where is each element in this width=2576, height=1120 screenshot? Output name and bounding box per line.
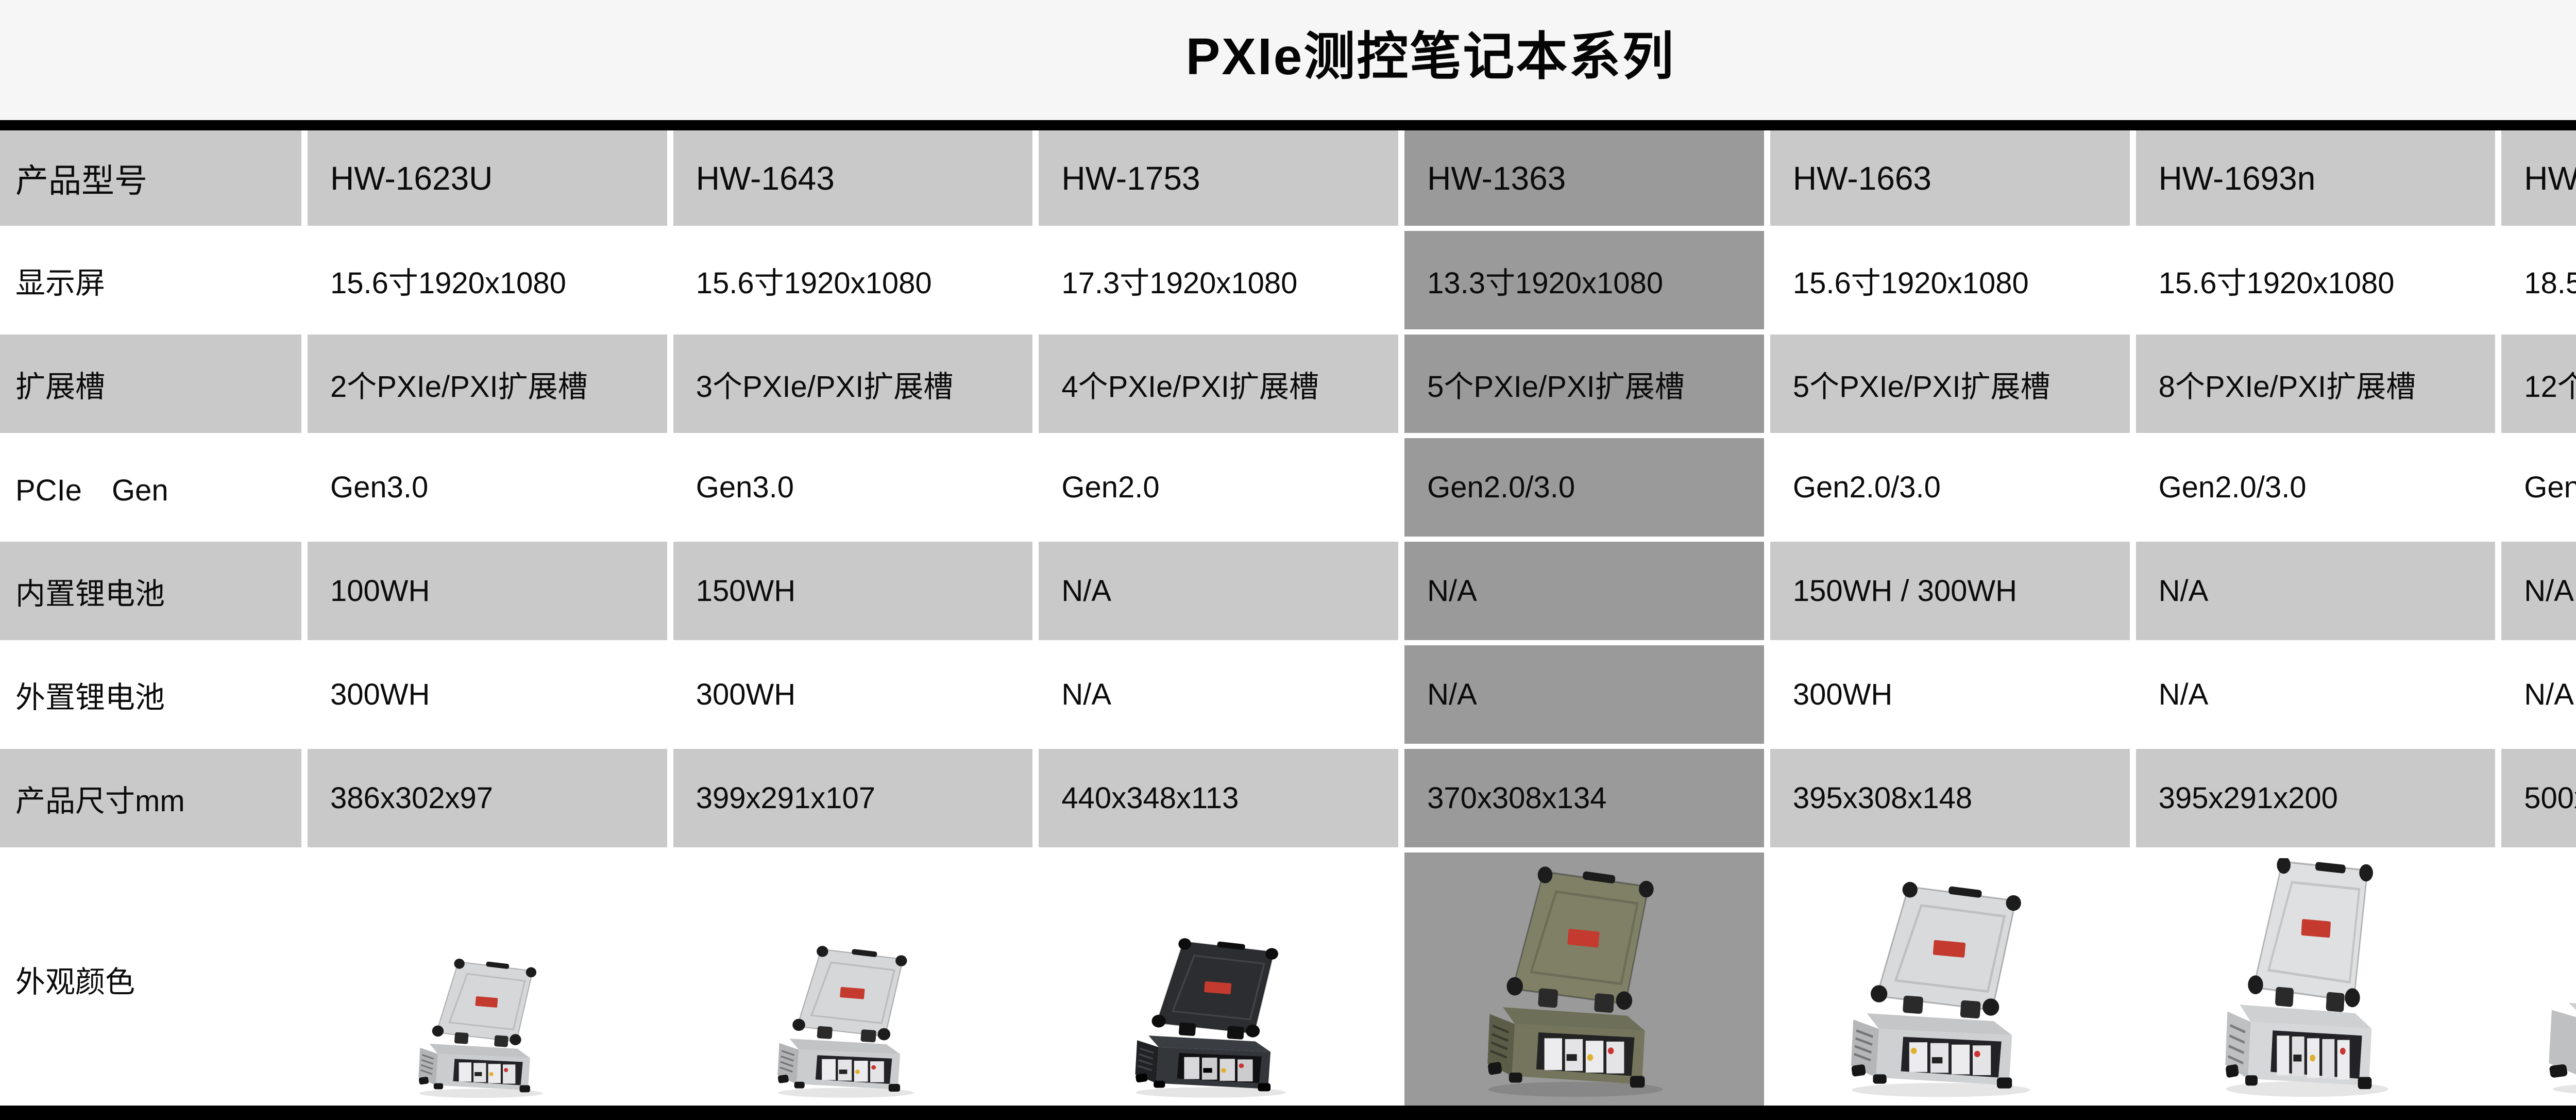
cell-slots: 2个PXIe/PXI扩展槽	[308, 335, 667, 433]
cell-internal-battery: 150WH / 300WH	[1770, 542, 2130, 640]
brand-logo-badge	[1204, 981, 1232, 994]
cell-model-hw-1693n: HW-1693n	[2136, 130, 2496, 226]
product-image-hw-1753	[1135, 938, 1286, 1098]
cell-pcie: Gen3.0	[673, 438, 1033, 537]
page-title: PXIe测控笔记本系列	[1185, 28, 1675, 86]
cell-model-hw-1363-highlighted: HW-1363	[1404, 130, 1764, 226]
cell-pcie: Gen2.0	[1039, 438, 1399, 537]
cell-external-battery: 300WH	[308, 645, 667, 744]
cell-internal-battery: N/A	[1039, 542, 1399, 640]
product-image-hw-1363	[1487, 866, 1663, 1097]
cell-display: 15.6寸1920x1080	[673, 231, 1033, 329]
spec-table-grid: 产品型号 HW-1623U HW-1643 HW-1753 HW-1363 HW…	[0, 130, 2576, 1106]
cell-internal-battery: N/A	[2501, 542, 2576, 640]
cell-slots: 3个PXIe/PXI扩展槽	[673, 335, 1033, 433]
cell-appearance-hw-1663	[1770, 852, 2130, 1106]
cell-model-hw-1753: HW-1753	[1039, 130, 1399, 226]
top-divider-bar	[0, 120, 2576, 130]
cell-pcie: Gen2.0/3.0	[2136, 438, 2496, 537]
row-header-slots: 扩展槽	[0, 335, 301, 433]
cell-external-battery: N/A	[2136, 645, 2496, 744]
cell-display-highlighted: 13.3寸1920x1080	[1404, 231, 1764, 329]
cell-display: 15.6寸1920x1080	[308, 231, 667, 329]
brand-logo-badge	[840, 987, 865, 999]
product-image-hw-19133	[2548, 1002, 2576, 1094]
spec-table: 产品型号 HW-1623U HW-1643 HW-1753 HW-1363 HW…	[0, 130, 2576, 1106]
cell-display: 18.5寸1920x1080	[2501, 231, 2576, 329]
cell-dimensions: 386x302x97	[308, 749, 667, 847]
brand-logo-badge	[1567, 929, 1600, 948]
cell-internal-battery: 150WH	[673, 542, 1033, 640]
cell-pcie: Gen3.0	[308, 438, 667, 537]
cell-appearance-hw-1643	[673, 852, 1033, 1106]
cell-external-battery: N/A	[1039, 645, 1399, 744]
cell-appearance-hw-1753	[1039, 852, 1399, 1106]
cell-display: 17.3寸1920x1080	[1039, 231, 1399, 329]
row-header-internal-battery: 内置锂电池	[0, 542, 301, 640]
cell-dimensions: 500x348x178	[2501, 749, 2576, 847]
cell-slots: 8个PXIe/PXI扩展槽	[2136, 335, 2496, 433]
cell-slots: 5个PXIe/PXI扩展槽	[1770, 335, 2130, 433]
row-header-display: 显示屏	[0, 231, 301, 329]
product-image-hw-1663	[1851, 882, 2030, 1097]
product-image-hw-1693n	[2225, 858, 2388, 1097]
cell-display: 15.6寸1920x1080	[1770, 231, 2130, 329]
cell-dimensions: 395x291x200	[2136, 749, 2496, 847]
cell-slots: 12个扩展槽	[2501, 335, 2576, 433]
cell-dimensions-highlighted: 370x308x134	[1404, 749, 1764, 847]
cell-appearance-hw-1623u	[308, 852, 667, 1106]
cell-dimensions: 395x308x148	[1770, 749, 2130, 847]
cell-model-hw-19133: HW-19133	[2501, 130, 2576, 226]
cell-dimensions: 440x348x113	[1039, 749, 1399, 847]
brand-logo-badge	[2301, 919, 2331, 938]
cell-model-hw-1663: HW-1663	[1770, 130, 2130, 226]
cell-external-battery: 300WH	[1770, 645, 2130, 744]
row-header-pcie-gen: PCIe Gen	[0, 438, 301, 537]
cell-external-battery: N/A	[2501, 645, 2576, 744]
row-header-appearance: 外观颜色	[0, 852, 301, 1106]
product-image-hw-1623u	[418, 958, 543, 1098]
cell-slots: 4个PXIe/PXI扩展槽	[1039, 335, 1399, 433]
cell-model-hw-1643: HW-1643	[673, 130, 1033, 226]
cell-appearance-hw-19133	[2501, 852, 2576, 1106]
brand-logo-badge	[475, 996, 498, 1008]
cell-model-hw-1623u: HW-1623U	[308, 130, 667, 226]
cell-slots-highlighted: 5个PXIe/PXI扩展槽	[1404, 335, 1764, 433]
brand-logo-badge	[1933, 940, 1965, 958]
cell-external-battery: 300WH	[673, 645, 1033, 744]
row-header-external-battery: 外置锂电池	[0, 645, 301, 744]
cell-internal-battery: N/A	[2136, 542, 2496, 640]
cell-display: 15.6寸1920x1080	[2136, 231, 2496, 329]
row-header-dimensions: 产品尺寸mm	[0, 749, 301, 847]
cell-pcie-highlighted: Gen2.0/3.0	[1404, 438, 1764, 537]
product-image-hw-1643	[777, 946, 914, 1098]
cell-appearance-hw-1693n	[2136, 852, 2496, 1106]
cell-internal-battery-highlighted: N/A	[1404, 542, 1764, 640]
bottom-divider-bar	[0, 1106, 2576, 1120]
row-header-model: 产品型号	[0, 130, 301, 226]
cell-dimensions: 399x291x107	[673, 749, 1033, 847]
cell-pcie: Gen3.0	[2501, 438, 2576, 537]
cell-appearance-hw-1363-highlighted	[1404, 852, 1764, 1106]
cell-internal-battery: 100WH	[308, 542, 667, 640]
cell-external-battery-highlighted: N/A	[1404, 645, 1764, 744]
cell-pcie: Gen2.0/3.0	[1770, 438, 2130, 537]
